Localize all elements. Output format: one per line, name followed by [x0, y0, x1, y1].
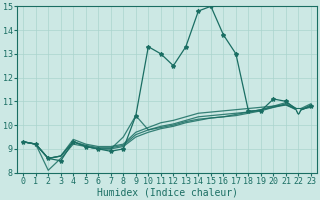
X-axis label: Humidex (Indice chaleur): Humidex (Indice chaleur) [97, 187, 237, 197]
